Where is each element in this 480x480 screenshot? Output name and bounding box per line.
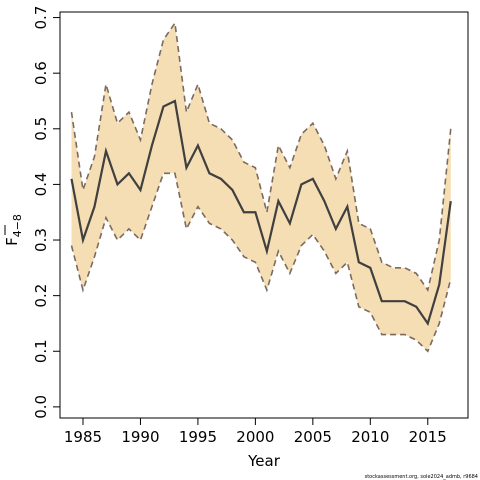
x-tick-label: 2010 xyxy=(351,428,389,446)
y-axis: 0.0 0.1 0.2 0.3 0.4 0.5 0.6 0.7 xyxy=(32,6,60,419)
x-tick-label: 2015 xyxy=(409,428,447,446)
y-tick-label: 0.1 xyxy=(32,339,50,363)
y-axis-title-subscript: 4−8 xyxy=(11,214,24,237)
x-axis-title: Year xyxy=(247,452,281,470)
y-tick-label: 0.4 xyxy=(32,172,50,196)
lower-bound-line xyxy=(70,172,452,353)
x-tick-label: 1990 xyxy=(121,428,159,446)
svg-text:F4−8: F4−8 xyxy=(3,214,24,246)
x-tick-label: 2000 xyxy=(236,428,274,446)
x-axis: 1985 1990 1995 2000 2005 2010 2015 xyxy=(64,417,447,446)
series-lines xyxy=(70,20,452,353)
y-tick-label: 0.0 xyxy=(32,395,50,419)
y-axis-title: F4−8 xyxy=(3,214,24,246)
x-tick-label: 1995 xyxy=(179,428,217,446)
estimate-line xyxy=(70,99,452,326)
y-tick-label: 0.6 xyxy=(32,61,50,85)
x-tick-label: 2005 xyxy=(294,428,332,446)
y-axis-title-main: F xyxy=(3,237,21,246)
y-tick-label: 0.7 xyxy=(32,6,50,30)
y-tick-label: 0.3 xyxy=(32,228,50,252)
y-tick-label: 0.2 xyxy=(32,284,50,308)
y-tick-label: 0.5 xyxy=(32,117,50,141)
x-tick-label: 1985 xyxy=(64,428,102,446)
upper-bound-line xyxy=(70,20,452,293)
watermark: stockassessment.org, sole2024_admb, r968… xyxy=(365,474,478,480)
